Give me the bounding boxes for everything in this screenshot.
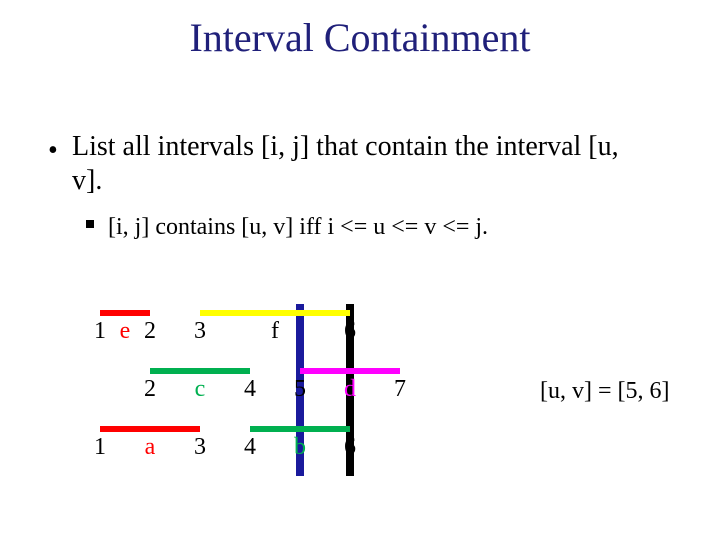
interval-bar-a	[100, 426, 200, 432]
sub-bullet-text: [i, j] contains [u, v] iff i <= u <= v <…	[108, 214, 488, 240]
interval-bar-f	[200, 310, 350, 316]
slide-title: Interval Containment	[0, 14, 720, 61]
interval-label-e: e	[113, 318, 137, 345]
square-bullet-icon	[86, 220, 94, 228]
interval-label-c: c	[188, 376, 212, 403]
interval-bar-c	[150, 368, 250, 374]
bullet-main: • List all intervals [i, j] that contain…	[72, 130, 632, 197]
interval-label-d: d	[338, 376, 362, 403]
interval-label-b: b	[288, 434, 312, 461]
axis-number: 6	[338, 318, 362, 345]
axis-number: 3	[188, 318, 212, 345]
axis-number: 5	[288, 376, 312, 403]
interval-diagram: 1236ef2457cd1346ab	[100, 310, 520, 490]
interval-label-f: f	[263, 318, 287, 345]
interval-label-a: a	[138, 434, 162, 461]
axis-number: 2	[138, 318, 162, 345]
slide: Interval Containment • List all interval…	[0, 0, 720, 540]
bullet-dot-icon: •	[48, 134, 58, 168]
axis-number: 4	[238, 376, 262, 403]
axis-number: 3	[188, 434, 212, 461]
axis-number: 2	[138, 376, 162, 403]
axis-number: 7	[388, 376, 412, 403]
interval-bar-d	[300, 368, 400, 374]
axis-number: 1	[88, 318, 112, 345]
uv-caption: [u, v] = [5, 6]	[540, 378, 670, 405]
interval-bar-e	[100, 310, 150, 316]
interval-bar-b	[250, 426, 350, 432]
bullet-main-text: List all intervals [i, j] that contain t…	[72, 131, 619, 196]
axis-number: 1	[88, 434, 112, 461]
axis-number: 4	[238, 434, 262, 461]
sub-bullet: [i, j] contains [u, v] iff i <= u <= v <…	[108, 212, 668, 242]
axis-number: 6	[338, 434, 362, 461]
